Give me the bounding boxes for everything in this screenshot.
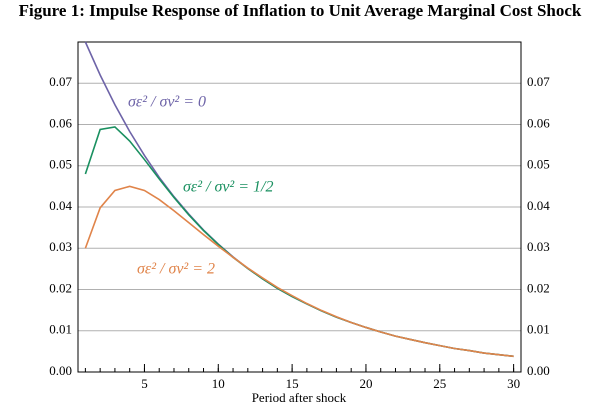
x-tick-label: 15	[286, 376, 299, 391]
y-tick-label: 0.03	[49, 239, 72, 254]
y2-tick-label: 0.06	[527, 115, 550, 130]
series-label: σε² / σν² = 2	[137, 261, 215, 278]
series-label: σε² / σν² = 0	[128, 94, 206, 111]
y-tick-label: 0.04	[49, 198, 72, 213]
y-tick-label: 0.01	[49, 322, 72, 337]
x-tick-label: 25	[433, 376, 446, 391]
y-tick-label: 0.06	[49, 115, 72, 130]
y-tick-label: 0.05	[49, 157, 72, 172]
y2-tick-label: 0.01	[527, 322, 550, 337]
series-line	[84, 185, 514, 358]
y-tick-label: 0.02	[49, 280, 72, 295]
y2-tick-label: 0.05	[527, 157, 550, 172]
x-tick-label: 30	[507, 376, 520, 391]
series-label: σε² / σν² = 1/2	[183, 179, 273, 196]
y-tick-label: 0.07	[49, 74, 72, 89]
x-tick-label: 20	[359, 376, 372, 391]
series-line	[84, 41, 514, 358]
x-axis-label: Period after shock	[252, 390, 347, 405]
series-line	[84, 126, 514, 358]
y-tick-label: 0.00	[49, 363, 72, 378]
chart-title: Figure 1: Impulse Response of Inflation …	[18, 1, 582, 20]
y2-tick-label: 0.04	[527, 198, 550, 213]
y2-tick-label: 0.00	[527, 363, 550, 378]
x-tick-label: 10	[212, 376, 225, 391]
y2-tick-label: 0.02	[527, 280, 550, 295]
y2-tick-label: 0.07	[527, 74, 550, 89]
plot-frame	[77, 41, 522, 373]
y2-tick-label: 0.03	[527, 239, 550, 254]
x-tick-label: 5	[141, 376, 148, 391]
